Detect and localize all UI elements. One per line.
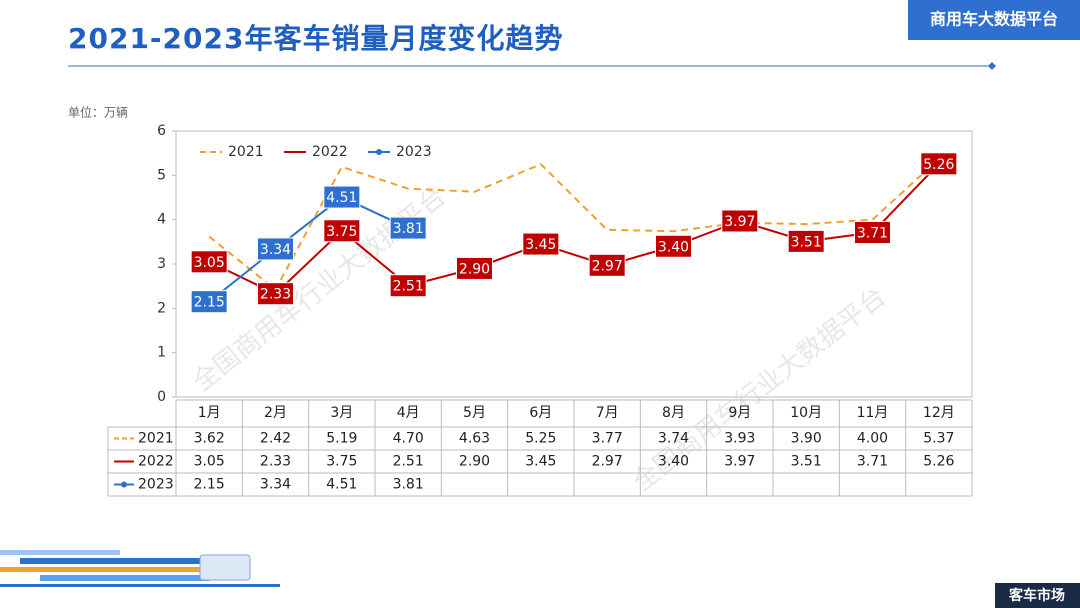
x-tick-label: 7月: [596, 405, 619, 421]
table-cell: 3.51: [791, 454, 822, 470]
label-box: [655, 234, 692, 258]
table-cell: 2.51: [393, 454, 424, 470]
label-box: [854, 221, 891, 245]
table-cell: 3.05: [194, 454, 225, 470]
table-cell: 3.97: [724, 454, 755, 470]
table-cell: 3.75: [326, 454, 357, 470]
title: 2021-2023年客车销量月度变化趋势: [68, 22, 563, 55]
label-box: [920, 152, 958, 176]
footer-tag: 客车市场: [1008, 587, 1065, 604]
data-label: 3.71: [857, 226, 888, 242]
table-cell: 5.19: [326, 431, 357, 447]
y-tick-label: 2: [157, 300, 166, 316]
table-series-name: 2022: [138, 454, 174, 470]
x-tick-label: 8月: [662, 405, 685, 421]
y-tick-label: 1: [157, 345, 166, 361]
data-label: 3.45: [525, 237, 556, 253]
label-box: [389, 274, 427, 298]
footer-bg: [995, 583, 1080, 608]
table-marker: [121, 481, 127, 488]
table-cell: 5.37: [923, 431, 954, 447]
label-box: [257, 237, 294, 261]
x-tick-label: 3月: [330, 405, 353, 421]
table-cell: 2.42: [260, 431, 291, 447]
table-cell: 3.81: [393, 477, 424, 493]
x-tick-label: 12月: [923, 405, 955, 421]
data-label: 3.05: [194, 255, 225, 271]
data-label: 5.26: [923, 157, 954, 173]
data-label: 3.34: [260, 242, 291, 258]
data-label: 3.81: [393, 221, 424, 237]
table-cell: 3.74: [658, 431, 689, 447]
table-cell: 2.15: [194, 477, 225, 493]
data-label: 2.15: [194, 295, 225, 311]
table-series-name: 2023: [138, 477, 174, 493]
x-tick-label: 10月: [790, 405, 822, 421]
table-cell: 3.90: [791, 431, 822, 447]
x-tick-label: 4月: [397, 405, 420, 421]
table-cell: 4.00: [857, 431, 888, 447]
x-tick-label: 5月: [463, 405, 486, 421]
legend-label: 2022: [312, 144, 348, 160]
table-cell: 3.62: [194, 431, 225, 447]
x-tick-label: 1月: [198, 405, 221, 421]
x-tick-label: 11月: [857, 405, 889, 421]
label-box: [323, 219, 361, 243]
label-box: [323, 185, 361, 209]
data-label: 3.75: [326, 224, 357, 240]
table-cell: 5.26: [923, 454, 954, 470]
table-cell: 3.71: [857, 454, 888, 470]
series-line: [208, 195, 409, 303]
table-cell: 2.33: [260, 454, 291, 470]
table-cell: 3.77: [592, 431, 623, 447]
table-cell: 5.25: [525, 431, 556, 447]
table-cell: 4.51: [326, 477, 357, 493]
label-box: [389, 216, 427, 240]
label-box: [721, 209, 759, 233]
label-box: [787, 229, 825, 253]
plot-frame: [175, 130, 973, 398]
table-cell: 3.93: [724, 431, 755, 447]
y-tick-label: 3: [157, 256, 166, 272]
legend-label: 2021: [228, 144, 264, 160]
table-cell: 3.45: [525, 454, 556, 470]
legend-marker: [376, 149, 382, 155]
data-label: 4.51: [326, 190, 357, 206]
x-tick-label: 6月: [529, 405, 552, 421]
table-cell: 4.63: [459, 431, 490, 447]
label-box: [588, 253, 626, 277]
table-cell: 2.90: [459, 454, 490, 470]
rule-end: [988, 62, 996, 70]
data-label: 3.97: [724, 214, 755, 230]
label-box: [522, 232, 560, 256]
x-tick-label: 9月: [728, 405, 751, 421]
label-box: [190, 250, 228, 274]
badge: 商用车大数据平台: [930, 10, 1058, 29]
table-cell: 3.40: [658, 454, 689, 470]
truck-decoration: [0, 550, 280, 587]
label-box: [257, 282, 294, 306]
badge-bg: [908, 0, 1080, 40]
table-cell: 3.34: [260, 477, 291, 493]
data-label: 3.40: [658, 239, 689, 255]
table-cell: 2.97: [592, 454, 623, 470]
table-cell: 4.70: [393, 431, 424, 447]
data-label: 2.33: [260, 287, 291, 303]
series-line: [208, 158, 940, 292]
y-tick-label: 0: [157, 389, 166, 405]
data-label: 2.90: [459, 261, 490, 277]
data-label: 2.51: [393, 279, 424, 295]
unit-label: 单位：万辆: [68, 105, 128, 120]
y-tick-label: 6: [157, 123, 166, 139]
x-tick-label: 2月: [264, 405, 287, 421]
label-box: [190, 290, 228, 314]
data-label: 2.97: [592, 258, 623, 274]
y-tick-label: 4: [157, 212, 166, 228]
table-series-name: 2021: [138, 431, 174, 447]
legend-label: 2023: [396, 144, 432, 160]
y-tick-label: 5: [157, 167, 166, 183]
data-label: 3.51: [791, 234, 822, 250]
label-box: [456, 256, 493, 280]
